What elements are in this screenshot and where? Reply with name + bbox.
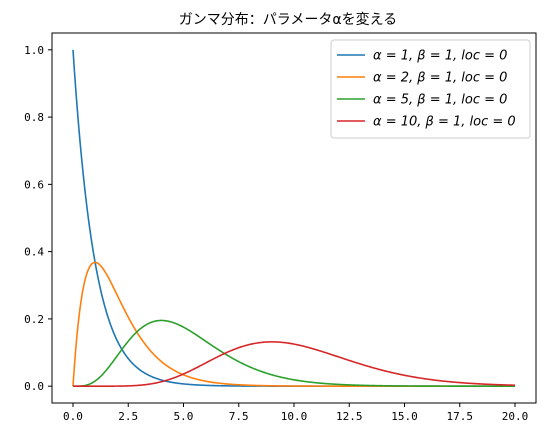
y-tick-label: 0.2 bbox=[24, 313, 44, 326]
y-tick-label: 1.0 bbox=[24, 44, 44, 57]
legend-box bbox=[330, 39, 531, 139]
chart-title: ガンマ分布：パラメータαを変える bbox=[179, 11, 397, 28]
x-tick-label: 17.5 bbox=[447, 410, 474, 423]
x-tick-label: 12.5 bbox=[336, 410, 363, 423]
x-tick-label: 15.0 bbox=[391, 410, 418, 423]
y-tick-label: 0.6 bbox=[24, 178, 44, 191]
x-tick-label: 2.5 bbox=[118, 410, 138, 423]
legend-label-3: α = 5, β = 1, loc = 0 bbox=[373, 93, 507, 108]
y-axis: 0.0 0.2 0.4 0.6 0.8 1.0 bbox=[24, 44, 52, 393]
x-tick-label: 20.0 bbox=[502, 410, 529, 423]
x-tick-label: 5.0 bbox=[174, 410, 194, 423]
x-tick-label: 7.5 bbox=[229, 410, 249, 423]
y-tick-label: 0.8 bbox=[24, 111, 44, 124]
series-line-3 bbox=[73, 319, 515, 387]
x-tick-label: 0.0 bbox=[63, 410, 83, 423]
legend: α = 1, β = 1, loc = 0 α = 2, β = 1, loc =… bbox=[330, 39, 531, 139]
x-axis: 0.0 2.5 5.0 7.5 10.0 12.5 15.0 17.5 20.0 bbox=[63, 403, 528, 423]
y-tick-label: 0.0 bbox=[24, 380, 44, 393]
series-line-2 bbox=[72, 261, 515, 387]
x-tick-label: 10.0 bbox=[281, 410, 308, 423]
legend-label-2: α = 2, β = 1, loc = 0 bbox=[373, 71, 507, 86]
plot-area: 0.0 2.5 5.0 7.5 10.0 12.5 15.0 17.5 20.0 0.00.20… bbox=[24, 32, 537, 423]
y-tick-label: 0.4 bbox=[24, 246, 44, 259]
legend-label-1: α = 1, β = 1, loc = 0 bbox=[373, 49, 507, 64]
series-group bbox=[72, 49, 516, 387]
legend-label-4: α = 10, β = 1, loc = 0 bbox=[373, 115, 516, 130]
series-line-4 bbox=[73, 341, 516, 387]
